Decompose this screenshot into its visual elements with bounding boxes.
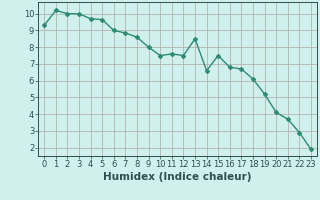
X-axis label: Humidex (Indice chaleur): Humidex (Indice chaleur) (103, 172, 252, 182)
